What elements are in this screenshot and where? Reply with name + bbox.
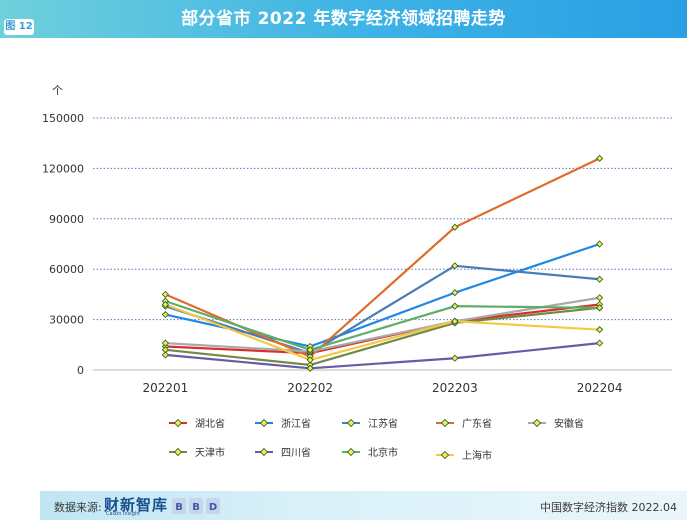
data-point	[451, 289, 459, 297]
data-point	[451, 354, 459, 362]
legend-swatch-marker	[532, 418, 542, 428]
legend-label: 安徽省	[554, 417, 584, 430]
legend-label: 上海市	[462, 449, 492, 462]
source-label: 数据来源:	[54, 501, 102, 514]
data-point	[161, 290, 169, 298]
x-tick-label: 202203	[432, 381, 478, 395]
data-point	[161, 300, 169, 309]
data-point	[451, 302, 459, 310]
legend-swatch-marker	[440, 418, 450, 428]
page-title: 部分省市 2022 年数字经济领域招聘走势	[181, 9, 506, 29]
series-line-1	[165, 242, 600, 348]
y-axis-unit-label: 个	[52, 84, 63, 97]
data-point	[596, 326, 604, 334]
data-point	[306, 356, 314, 364]
caixin-logo: 财新智库	[104, 496, 169, 514]
index-label: 中国数字经济指数 2022.04	[540, 501, 677, 514]
y-tick-label: 150000	[42, 112, 84, 125]
legend-swatch-marker	[173, 418, 183, 428]
data-point	[306, 364, 314, 372]
data-point	[596, 154, 604, 162]
caixin-logo-subtext: Caixin Insight	[106, 511, 140, 517]
figure-badge: 图 12	[4, 19, 34, 35]
bbd-logo: B B D	[172, 498, 220, 514]
data-point	[596, 339, 604, 347]
series-line-4	[165, 296, 600, 353]
data-point	[451, 223, 459, 231]
legend-label: 湖北省	[195, 417, 225, 430]
data-point	[161, 310, 169, 319]
line-chart: 个 0 30000 60000 90000 120000 150000 202201 20220…	[42, 84, 672, 462]
svg-text:B: B	[192, 502, 200, 513]
data-point	[596, 275, 604, 283]
x-tick-label: 202202	[287, 381, 333, 395]
legend-label: 浙江省	[281, 417, 311, 430]
data-point	[596, 294, 604, 302]
legend-label: 江苏省	[368, 417, 398, 430]
svg-text:B: B	[175, 502, 183, 513]
series-line-5	[165, 306, 600, 367]
legend-label: 北京市	[368, 446, 398, 459]
series-line-2	[165, 264, 600, 355]
header-bar: 图 12 部分省市 2022 年数字经济领域招聘走势	[0, 0, 687, 38]
legend-swatch-marker	[346, 418, 356, 428]
legend-swatch-marker	[259, 418, 269, 428]
footer-bar: 数据来源: 财新智库 Caixin Insight B B D 中国数字经济指数…	[40, 491, 687, 520]
legend-label: 天津市	[195, 446, 225, 459]
y-tick-label: 120000	[42, 162, 84, 175]
x-tick-label: 202204	[577, 381, 623, 395]
y-tick-label: 0	[77, 364, 84, 377]
legend-label: 四川省	[281, 446, 311, 459]
data-point	[596, 240, 604, 248]
data-point	[161, 351, 169, 359]
y-tick-label: 30000	[49, 314, 84, 327]
data-point	[306, 346, 314, 354]
x-tick-label: 202201	[142, 381, 188, 395]
series-line-6	[165, 342, 600, 370]
y-tick-label: 90000	[49, 213, 84, 226]
data-point	[451, 262, 459, 270]
legend-swatch-marker	[173, 447, 183, 457]
data-point	[596, 304, 604, 312]
legend-swatch-marker	[346, 447, 356, 457]
data-point	[451, 317, 459, 325]
series-line-8	[164, 303, 600, 362]
legend-label: 广东省	[462, 417, 492, 430]
legend-swatch-marker	[259, 447, 269, 457]
y-tick-label: 60000	[49, 263, 84, 276]
svg-text:D: D	[209, 502, 217, 513]
data-point	[161, 339, 169, 347]
legend-swatch-marker	[440, 450, 450, 460]
series-line-7	[165, 300, 600, 351]
